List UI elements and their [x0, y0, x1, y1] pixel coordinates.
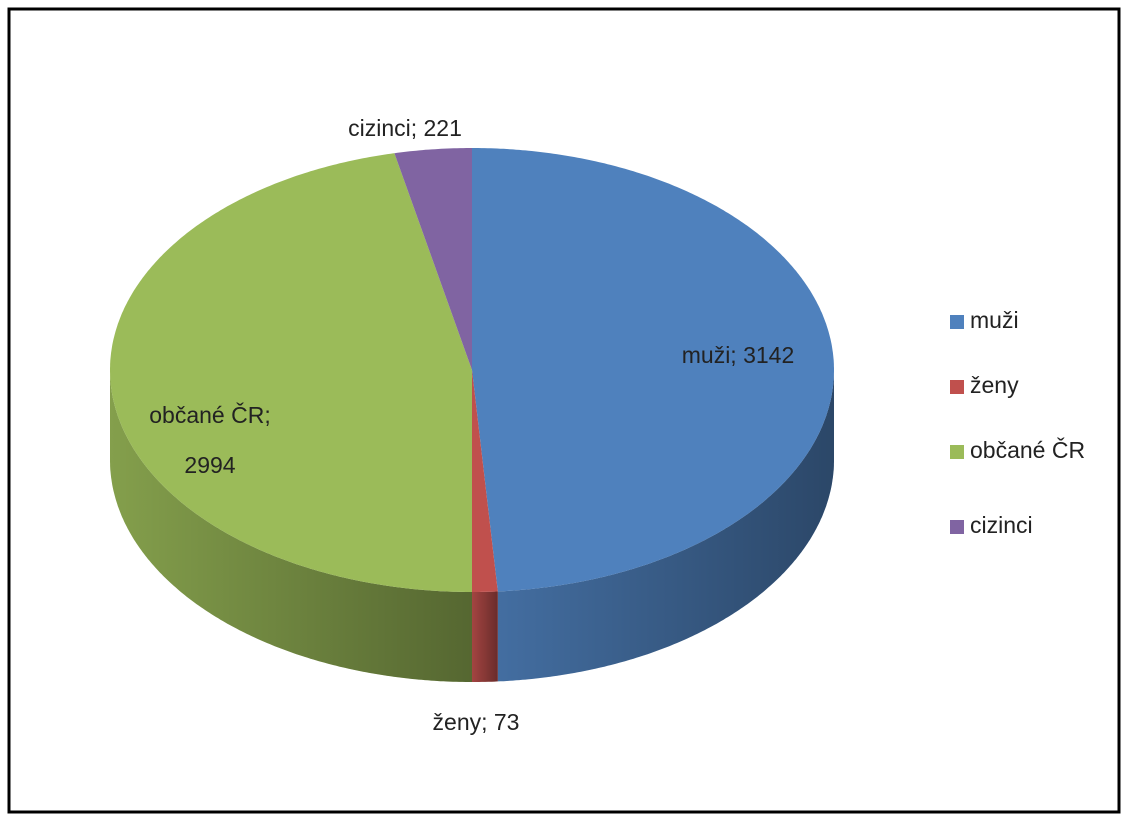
legend-label: muži: [970, 307, 1019, 333]
legend-swatch: [950, 445, 964, 459]
legend-swatch: [950, 380, 964, 394]
data-label: ženy; 73: [432, 709, 520, 735]
slice-side-shade: [110, 370, 472, 682]
legend-label: cizinci: [970, 512, 1033, 538]
slice-side-shade: [472, 591, 498, 682]
slice: [472, 370, 498, 592]
legend-label: ženy: [970, 372, 1019, 398]
slice-side-shade: [497, 370, 834, 682]
legend-swatch: [950, 520, 964, 534]
slice: [472, 148, 834, 592]
slice: [110, 153, 472, 592]
slice: [394, 148, 472, 370]
legend-swatch: [950, 315, 964, 329]
legend-label: občané ČR: [970, 436, 1085, 463]
data-label: muži; 3142: [681, 342, 795, 368]
data-label: cizinci; 221: [348, 115, 462, 141]
data-label: občané ČR; 2994: [149, 402, 271, 478]
